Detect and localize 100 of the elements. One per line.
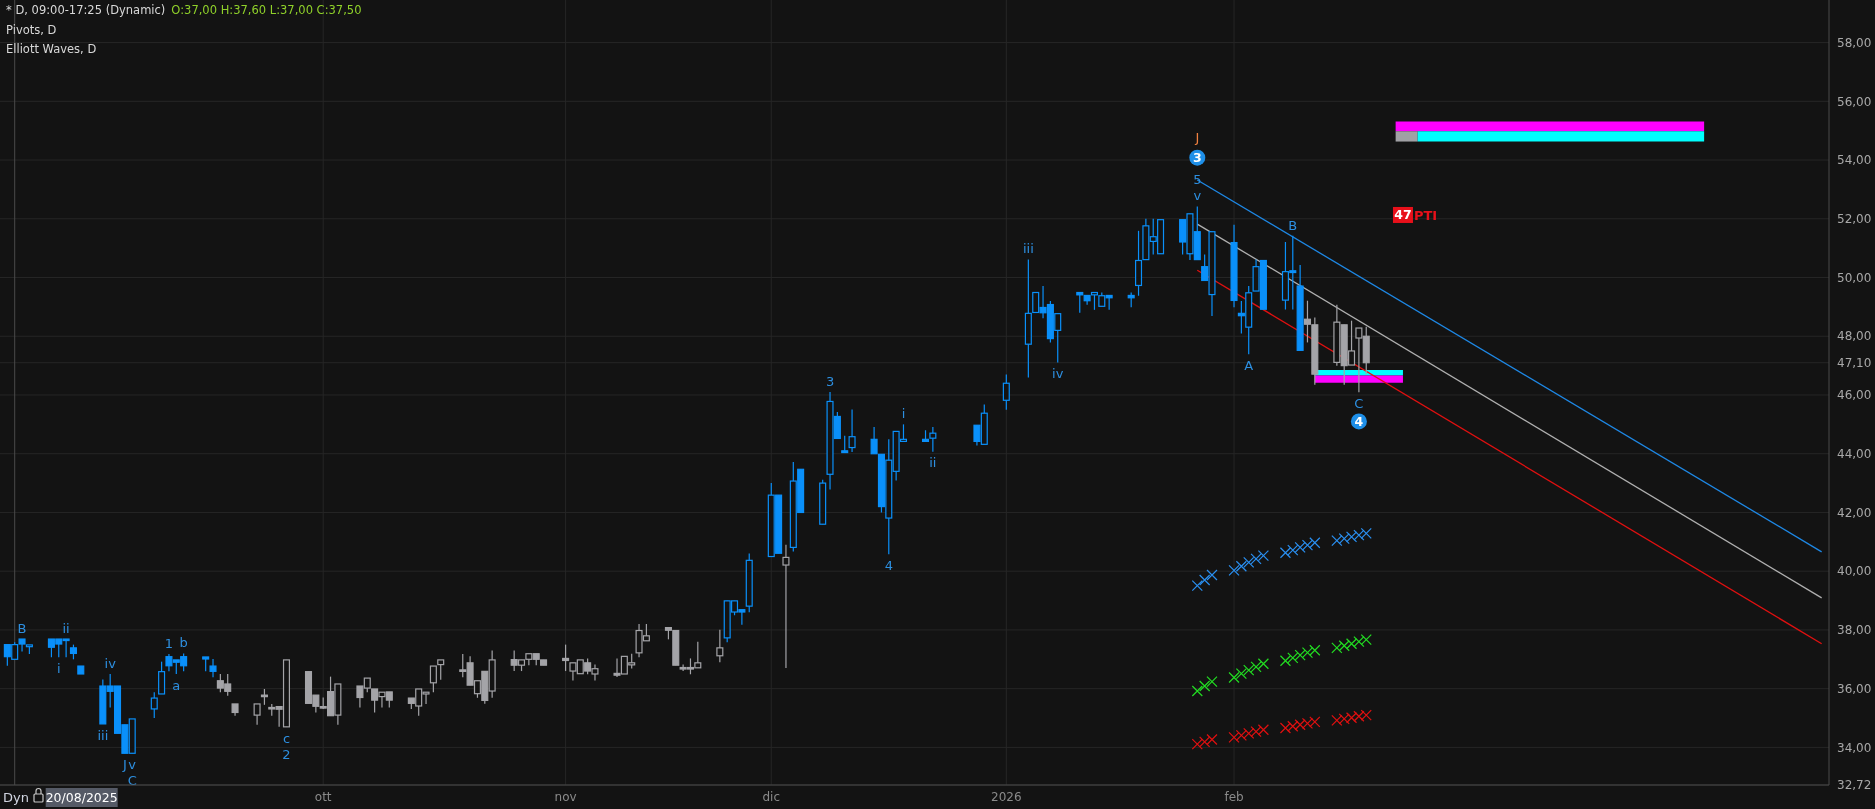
- point: [1199, 736, 1211, 748]
- annotation: Elliott Waves, D: [6, 42, 97, 56]
- x-tick-label: nov: [554, 790, 577, 804]
- y-tick-label: 58,00: [1837, 35, 1872, 50]
- point: [1294, 649, 1306, 661]
- point: [1309, 644, 1321, 656]
- annotation: 3: [825, 373, 835, 389]
- annotation: b: [179, 635, 188, 651]
- y-tick-label: 52,00: [1837, 211, 1872, 226]
- point: [1257, 550, 1270, 562]
- annotation: iv: [104, 655, 117, 671]
- ref-line-label: 20/08/2025: [45, 790, 118, 805]
- annotation: Pivots, D: [6, 23, 57, 37]
- point: [1206, 733, 1218, 746]
- y-tick-label: 38,00: [1837, 623, 1872, 638]
- annotation: iv: [1052, 366, 1064, 382]
- annotation: c: [282, 730, 291, 746]
- annotation: 47: [1394, 207, 1412, 223]
- candlestick: [848, 408, 856, 453]
- candlestick: [209, 658, 217, 678]
- annotation: a: [172, 677, 181, 693]
- annotation: v: [128, 756, 137, 772]
- x-tick-label: 2026: [991, 790, 1022, 804]
- candlestick: [782, 544, 790, 669]
- y-tick-label: 32,72: [1837, 778, 1872, 793]
- candlestick: [437, 659, 445, 681]
- x-tick-label: dic: [762, 790, 781, 804]
- chart-subtitle: O:37,00 H:37,60 L:37,00 C:37,50: [171, 3, 362, 17]
- point: [1309, 537, 1321, 549]
- annotation: C: [1354, 396, 1364, 412]
- annotation: A: [1244, 357, 1254, 373]
- point: [1287, 652, 1299, 664]
- annotation: v: [1193, 188, 1202, 204]
- candlestick: [253, 703, 261, 726]
- annotation: 4: [1354, 413, 1364, 429]
- y-tick-label: 44,00: [1837, 446, 1872, 461]
- candlestick: [870, 426, 878, 455]
- annotation: ii: [929, 455, 937, 471]
- annotation: B: [17, 620, 27, 636]
- point: [1250, 661, 1262, 673]
- annotation: i: [901, 406, 906, 422]
- point: [1301, 539, 1314, 551]
- annotation: i: [56, 660, 61, 676]
- point: [1353, 636, 1365, 648]
- y-tick-label: 50,00: [1837, 270, 1872, 285]
- point: [1228, 731, 1240, 744]
- annotation: 2: [282, 746, 291, 762]
- annotation: iii: [97, 727, 109, 743]
- y-tick-label: 54,00: [1837, 153, 1872, 168]
- y-tick-label: 46,00: [1837, 388, 1872, 403]
- annotation: 5: [1193, 172, 1202, 188]
- point: [1287, 544, 1299, 556]
- point: [1250, 553, 1262, 565]
- y-tick-label: 40,00: [1837, 564, 1872, 579]
- annotation: C: [127, 772, 137, 788]
- point: [1360, 634, 1372, 646]
- point: [1279, 547, 1292, 559]
- point: [1331, 642, 1343, 654]
- candlestick: [716, 629, 724, 663]
- annotation: J: [1194, 130, 1200, 146]
- annotation: B: [1288, 217, 1298, 233]
- candlestick: [429, 665, 437, 693]
- point: [1199, 680, 1211, 692]
- point: [1331, 535, 1343, 547]
- candlestick: [158, 661, 166, 695]
- annotation: ii: [62, 620, 70, 636]
- point: [1206, 569, 1218, 581]
- series-label: PTI: [1413, 207, 1438, 223]
- point: [1235, 729, 1247, 741]
- annotation: iii: [1022, 241, 1034, 257]
- text: Dyn: [3, 790, 29, 805]
- chart-title: * D, 09:00-17:25 (Dynamic): [6, 3, 166, 17]
- point: [1228, 671, 1240, 684]
- point: [1243, 556, 1255, 568]
- point: [1257, 658, 1270, 670]
- point: [1294, 541, 1306, 554]
- y-tick-label: 47,10: [1837, 355, 1872, 370]
- y-tick-label: 34,00: [1837, 740, 1872, 755]
- point: [1279, 655, 1292, 667]
- annotation: 1: [164, 635, 174, 651]
- annotation: 3: [1192, 150, 1202, 166]
- point: [1191, 685, 1203, 697]
- y-tick-label: 48,00: [1837, 329, 1872, 344]
- y-tick-label: 36,00: [1837, 681, 1872, 696]
- point: [1338, 640, 1350, 652]
- y-tick-label: 42,00: [1837, 505, 1872, 520]
- point: [1235, 560, 1247, 572]
- candlestick: [150, 691, 158, 719]
- x-tick-label: ott: [314, 790, 332, 804]
- x-tick-label: feb: [1224, 790, 1244, 804]
- point: [1345, 638, 1358, 650]
- point: [1243, 664, 1255, 676]
- point: [1228, 564, 1240, 576]
- point: [1191, 579, 1203, 592]
- candlestick: [929, 426, 937, 453]
- point: [1199, 574, 1211, 586]
- point: [1301, 646, 1314, 659]
- candlestick: [1002, 373, 1010, 411]
- point: [1191, 738, 1203, 750]
- annotation: 4: [884, 557, 893, 573]
